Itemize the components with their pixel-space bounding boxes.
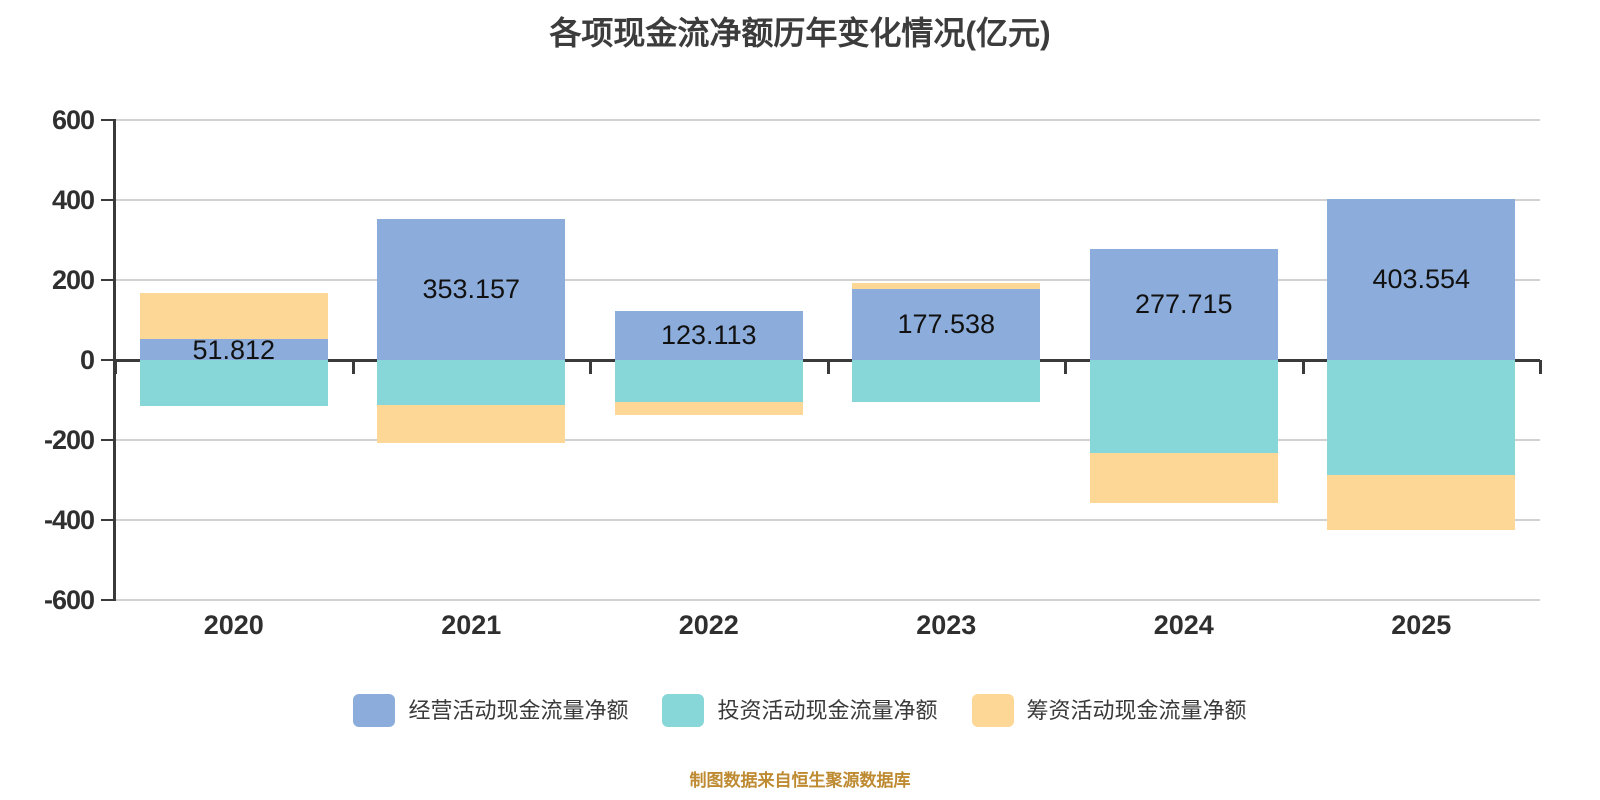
bar-label-2023: 177.538 — [897, 309, 996, 340]
y-axis-tick-200 — [101, 279, 115, 281]
bar-2025-operating[interactable] — [1327, 198, 1516, 360]
x-axis-tick-0 — [114, 360, 117, 374]
x-axis-label-2025: 2025 — [1391, 610, 1452, 640]
bar-label-2021: 353.157 — [422, 274, 521, 305]
bar-2023-operating[interactable] — [852, 288, 1041, 360]
y-axis-label-0: 0 — [79, 345, 95, 375]
y-axis-label--600: -600 — [43, 585, 95, 615]
x-axis-label-2024: 2024 — [1153, 610, 1214, 640]
bar-2021-operating[interactable] — [377, 218, 566, 360]
y-axis-tick-400 — [101, 199, 115, 201]
gridline-600 — [115, 119, 1540, 121]
gridline--400 — [115, 519, 1540, 521]
bar-2023-investing[interactable] — [852, 360, 1041, 402]
bar-label-2024: 277.715 — [1134, 289, 1233, 320]
x-axis-tick-1 — [351, 360, 355, 374]
legend-item-operating[interactable]: 经营活动现金流量净额 — [353, 694, 628, 727]
x-axis-label-2021: 2021 — [441, 610, 502, 640]
gridline-200 — [115, 279, 1540, 281]
bar-2024-operating[interactable] — [1089, 248, 1278, 360]
gridline--600 — [115, 599, 1540, 601]
bar-label-2025: 403.554 — [1372, 264, 1471, 295]
legend-label-investing: 投资活动现金流量净额 — [717, 698, 938, 723]
y-axis-label-200: 200 — [51, 265, 95, 295]
data-source-caption: 制图数据来自恒生聚源数据库 — [689, 771, 911, 790]
legend-item-financing[interactable]: 筹资活动现金流量净额 — [971, 694, 1247, 727]
bar-2022-operating[interactable] — [614, 310, 803, 360]
gridline-400 — [115, 199, 1540, 201]
bar-2022-financing[interactable] — [614, 401, 803, 415]
bar-2020-financing[interactable] — [139, 292, 328, 340]
legend-swatch-financing — [971, 694, 1014, 727]
x-axis-tick-6 — [1539, 360, 1542, 374]
y-axis-label-400: 400 — [51, 185, 95, 215]
legend-item-investing[interactable]: 投资活动现金流量净额 — [662, 694, 938, 727]
gridline--200 — [115, 439, 1540, 441]
legend-swatch-investing — [662, 694, 705, 727]
bar-label-2020: 51.812 — [192, 334, 276, 365]
y-axis-label--400: -400 — [43, 505, 95, 535]
y-axis-tick--200 — [101, 439, 115, 441]
x-axis-label-2023: 2023 — [916, 610, 977, 640]
y-axis-tick--400 — [101, 519, 115, 521]
chart-title: 各项现金流净额历年变化情况(亿元) — [549, 15, 1051, 51]
bar-2024-financing[interactable] — [1089, 452, 1278, 503]
bar-2021-financing[interactable] — [377, 405, 566, 443]
bar-label-2022: 123.113 — [660, 320, 757, 351]
bar-2025-investing[interactable] — [1327, 360, 1516, 476]
x-axis-tick-3 — [826, 360, 830, 374]
bar-2020-operating[interactable] — [139, 339, 328, 360]
bar-2020-investing[interactable] — [139, 360, 328, 406]
legend: 经营活动现金流量净额 投资活动现金流量净额 筹资活动现金流量净额 — [0, 694, 1600, 727]
x-axis-tick-5 — [1301, 360, 1305, 374]
bar-2022-investing[interactable] — [614, 360, 803, 402]
x-axis-tick-4 — [1064, 360, 1067, 374]
bar-2025-financing[interactable] — [1327, 475, 1516, 530]
y-axis-tick-600 — [101, 119, 115, 121]
legend-swatch-operating — [353, 694, 396, 727]
bar-2021-investing[interactable] — [377, 360, 566, 406]
y-axis-tick-0 — [101, 359, 115, 361]
x-axis-label-2020: 2020 — [203, 610, 264, 640]
y-axis-tick--600 — [101, 599, 115, 601]
bar-2024-investing[interactable] — [1089, 360, 1278, 453]
y-axis-label--200: -200 — [43, 425, 95, 455]
y-axis-label-600: 600 — [51, 105, 95, 135]
legend-label-financing: 筹资活动现金流量净额 — [1026, 698, 1247, 723]
x-axis-label-2022: 2022 — [678, 610, 739, 640]
x-axis-tick-2 — [589, 360, 592, 374]
bar-2023-financing[interactable] — [852, 283, 1041, 289]
legend-label-operating: 经营活动现金流量净额 — [408, 698, 629, 723]
